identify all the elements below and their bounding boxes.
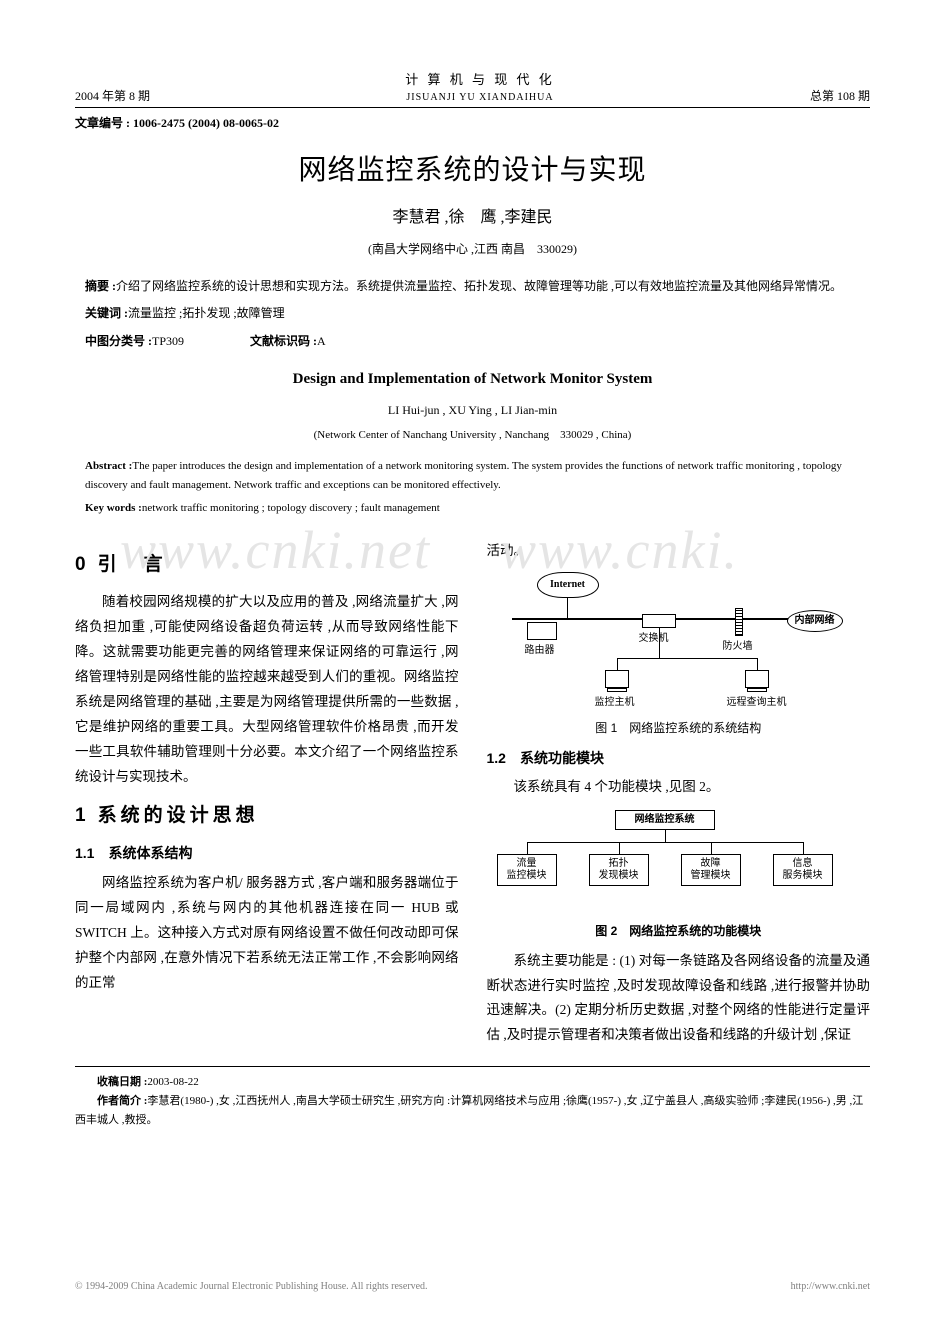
figure-1: Internet 路由器 交换机 防火墙 内部网络 监控主机 远程查询主机: [487, 568, 871, 713]
copyright-url: http://www.cnki.net: [791, 1279, 870, 1294]
section-0-heading: 0引 言: [75, 547, 459, 582]
firewall-label: 防火墙: [723, 638, 753, 657]
footer-separator: 收稿日期 :2003-08-22 作者简介 :李慧君(1980-) ,女 ,江西…: [75, 1066, 870, 1129]
body-columns: 0引 言 随着校园网络规模的扩大以及应用的普及 ,网络流量扩大 ,网络负担加重 …: [75, 539, 870, 1048]
remote-host-label: 远程查询主机: [727, 694, 787, 713]
firewall-icon: [735, 608, 743, 636]
fig2-module-1: 流量监控模块: [497, 854, 557, 886]
authors-english: LI Hui-jun , XU Ying , LI Jian-min: [75, 401, 870, 419]
intranet-oval: 内部网络: [787, 610, 843, 632]
keywords-chinese: 关键词 :流量监控 ;拓扑发现 ;故障管理: [85, 303, 860, 325]
classification: 中图分类号 :TP309 文献标识码 :A: [85, 331, 860, 353]
internet-cloud-icon: Internet: [537, 572, 599, 598]
article-id: 文章编号 : 1006-2475 (2004) 08-0065-02: [75, 114, 870, 132]
switch-icon: [642, 614, 676, 628]
copyright-text: © 1994-2009 China Academic Journal Elect…: [75, 1279, 428, 1294]
fig2-module-4: 信息服务模块: [773, 854, 833, 886]
fig2-module-3: 故障管理模块: [681, 854, 741, 886]
affiliation-english: (Network Center of Nanchang University ,…: [75, 427, 870, 444]
authors-chinese: 李慧君 ,徐 鹰 ,李建民: [75, 206, 870, 230]
section-1-heading: 1系统的设计思想: [75, 798, 459, 833]
section-1-2-para-2: 系统主要功能是 : (1) 对每一条链路及各网络设备的流量及通断状态进行实时监控…: [487, 949, 871, 1049]
title-english: Design and Implementation of Network Mon…: [75, 368, 870, 391]
copyright-footer: © 1994-2009 China Academic Journal Elect…: [75, 1279, 870, 1294]
section-1-1-cont: 活动。: [487, 539, 871, 564]
section-1-1-para: 网络监控系统为客户机/ 服务器方式 ,客户端和服务器端位于同一局域网内 ,系统与…: [75, 871, 459, 996]
switch-label: 交换机: [639, 630, 669, 649]
monitor-host-label: 监控主机: [595, 694, 635, 713]
title-chinese: 网络监控系统的设计与实现: [75, 150, 870, 192]
abstract-english: Abstract :The paper introduces the desig…: [85, 457, 860, 494]
monitor-host-icon: [605, 670, 629, 688]
section-1-2-heading: 1.2 系统功能模块: [487, 746, 871, 772]
affiliation-chinese: (南昌大学网络中心 ,江西 南昌 330029): [75, 240, 870, 258]
column-left: 0引 言 随着校园网络规模的扩大以及应用的普及 ,网络流量扩大 ,网络负担加重 …: [75, 539, 459, 1048]
fig2-module-2: 拓扑发现模块: [589, 854, 649, 886]
issue-right: 总第 108 期: [810, 87, 870, 105]
section-0-para: 随着校园网络规模的扩大以及应用的普及 ,网络流量扩大 ,网络负担加重 ,可能使网…: [75, 590, 459, 790]
journal-header: 2004 年第 8 期 计 算 机 与 现 代 化 JISUANJI YU XI…: [75, 70, 870, 108]
abstract-chinese: 摘要 :介绍了网络监控系统的设计思想和实现方法。系统提供流量监控、拓扑发现、故障…: [85, 276, 860, 298]
fig2-root: 网络监控系统: [615, 810, 715, 830]
received-date: 收稿日期 :2003-08-22: [75, 1073, 870, 1092]
section-1-2-para-1: 该系统具有 4 个功能模块 ,见图 2。: [487, 775, 871, 800]
remote-host-icon: [745, 670, 769, 688]
router-label: 路由器: [525, 642, 555, 661]
keywords-english: Key words :network traffic monitoring ; …: [85, 499, 860, 518]
router-icon: [527, 622, 557, 640]
figure-2: 网络监控系统 流量监控模块 拓扑发现模块 故障管理模块 信息服务模块: [487, 806, 871, 916]
figure-1-caption: 图 1 网络监控系统的系统结构: [487, 717, 871, 739]
column-right: 活动。 Internet 路由器 交换机 防火墙 内部网络 监控主机 远程查询主…: [487, 539, 871, 1048]
issue-left: 2004 年第 8 期: [75, 87, 150, 105]
figure-2-caption: 图 2 网络监控系统的功能模块: [487, 920, 871, 942]
author-bio: 作者简介 :李慧君(1980-) ,女 ,江西抚州人 ,南昌大学硕士研究生 ,研…: [75, 1092, 870, 1129]
journal-name: 计 算 机 与 现 代 化 JISUANJI YU XIANDAIHUA: [405, 70, 555, 105]
section-1-1-heading: 1.1 系统体系结构: [75, 841, 459, 867]
